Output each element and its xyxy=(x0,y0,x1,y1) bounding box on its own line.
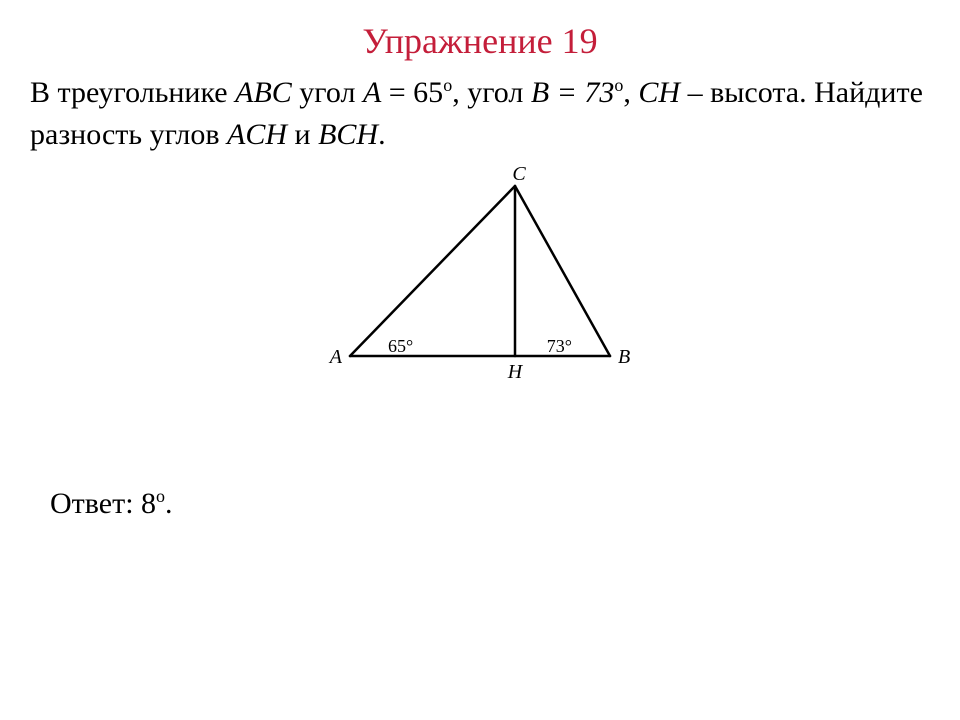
answer-text: Ответ: 8о. xyxy=(0,486,960,521)
problem-bch: BCH xyxy=(318,118,378,151)
svg-text:C: C xyxy=(512,166,526,185)
svg-text:A: A xyxy=(328,346,343,368)
problem-p8: и xyxy=(287,118,318,151)
svg-text:H: H xyxy=(507,361,524,383)
problem-p4: , угол xyxy=(452,76,531,109)
problem-tri: ABC xyxy=(235,76,292,109)
answer-prefix: Ответ: xyxy=(50,487,134,520)
triangle-diagram: A B C H 65° 73° xyxy=(320,166,640,396)
problem-p6: , xyxy=(623,76,638,109)
problem-text: В треугольнике ABC угол A = 65о, угол B … xyxy=(0,72,960,156)
answer-deg: о xyxy=(156,486,165,506)
problem-angB: B xyxy=(531,76,549,109)
problem-p9: . xyxy=(378,118,386,151)
problem-p2: угол xyxy=(292,76,363,109)
problem-p3: = 65 xyxy=(381,76,443,109)
problem-angA: A xyxy=(363,76,381,109)
problem-p1: В треугольнике xyxy=(30,76,235,109)
svg-text:65°: 65° xyxy=(388,336,413,356)
problem-p5: = 73 xyxy=(549,76,614,109)
answer-value: 8 xyxy=(134,487,157,520)
diagram-container: A B C H 65° 73° xyxy=(0,166,960,396)
svg-text:73°: 73° xyxy=(547,336,572,356)
answer-suffix: . xyxy=(165,487,173,520)
problem-ach: ACH xyxy=(227,118,287,151)
page-title: Упражнение 19 xyxy=(0,0,960,72)
problem-deg1: о xyxy=(443,75,452,95)
svg-text:B: B xyxy=(618,346,630,368)
problem-ch: CH xyxy=(638,76,680,109)
